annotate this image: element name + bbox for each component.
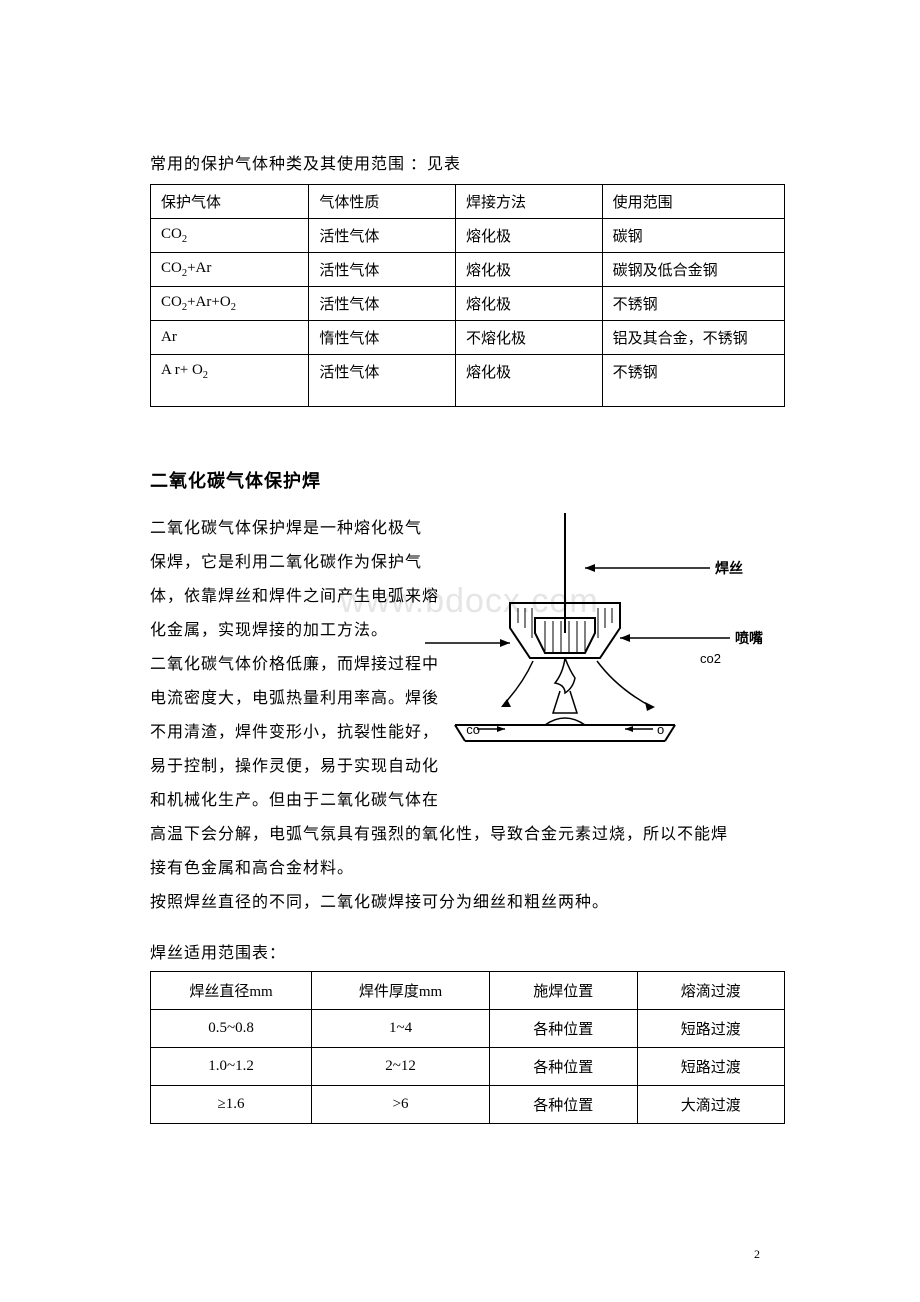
page-number: 2 [754,1247,760,1262]
table-cell: 不锈钢 [602,287,784,321]
table-cell: 2~12 [312,1048,490,1086]
table-row: A r+ O2 活性气体 熔化极 不锈钢 [151,355,785,407]
table-cell: Ar [151,321,309,355]
table-cell: 短路过渡 [637,1048,784,1086]
table-cell: 活性气体 [309,219,456,253]
table-header-cell: 保护气体 [151,185,309,219]
table-cell: 不熔化极 [455,321,602,355]
table-row: CO2 活性气体 熔化极 碳钢 [151,219,785,253]
table-header-cell: 气体性质 [309,185,456,219]
table-cell: 0.5~0.8 [151,1010,312,1048]
table-cell: 1~4 [312,1010,490,1048]
table-cell: CO2 [151,219,309,253]
wire-table: 焊丝直径mm 焊件厚度mm 施焊位置 熔滴过渡 0.5~0.8 1~4 各种位置… [150,971,785,1124]
paragraph-line: 和机械化生产。但由于二氧化碳气体在 [150,785,780,817]
diagram-label-o: o [657,722,664,737]
table-cell: 熔化极 [455,355,602,407]
table-cell: ≥1.6 [151,1086,312,1124]
table-cell: 各种位置 [490,1086,637,1124]
welding-diagram: 焊丝 [425,513,785,763]
table-header-cell: 使用范围 [602,185,784,219]
table-cell: 1.0~1.2 [151,1048,312,1086]
table-cell: 各种位置 [490,1010,637,1048]
table-header-cell: 焊接方法 [455,185,602,219]
table-row: 1.0~1.2 2~12 各种位置 短路过渡 [151,1048,785,1086]
table-cell: 熔化极 [455,219,602,253]
table-cell: 各种位置 [490,1048,637,1086]
paragraph-line: 高温下会分解，电弧气氛具有强烈的氧化性，导致合金元素过烧，所以不能焊 [150,819,780,851]
table-cell: CO2+Ar [151,253,309,287]
table-cell: 惰性气体 [309,321,456,355]
table-header-row: 焊丝直径mm 焊件厚度mm 施焊位置 熔滴过渡 [151,972,785,1010]
table2-intro: 焊丝适用范围表： [150,939,780,963]
table-cell: 活性气体 [309,355,456,407]
section-title: 二氧化碳气体保护焊 [150,467,780,493]
intro-text: 常用的保护气体种类及其使用范围 ：见表 [150,150,780,174]
table-row: 0.5~0.8 1~4 各种位置 短路过渡 [151,1010,785,1048]
diagram-label-wire: 焊丝 [715,560,743,577]
table-cell: 碳钢及低合金钢 [602,253,784,287]
table-cell: 铝及其合金，不锈钢 [602,321,784,355]
diagram-label-nozzle: 喷嘴 [735,630,763,647]
table-row: CO2+Ar 活性气体 熔化极 碳钢及低合金钢 [151,253,785,287]
table-cell: 碳钢 [602,219,784,253]
gas-table: 保护气体 气体性质 焊接方法 使用范围 CO2 活性气体 熔化极 碳钢 CO2+… [150,184,785,407]
diagram-label-co: co [466,722,480,737]
table-cell: >6 [312,1086,490,1124]
table-cell: 大滴过渡 [637,1086,784,1124]
table-cell: 活性气体 [309,287,456,321]
table-header-cell: 焊件厚度mm [312,972,490,1010]
table-header-cell: 熔滴过渡 [637,972,784,1010]
table-cell: 熔化极 [455,287,602,321]
paragraph-line: 接有色金属和高合金材料。 [150,853,780,885]
table-header-row: 保护气体 气体性质 焊接方法 使用范围 [151,185,785,219]
table-header-cell: 施焊位置 [490,972,637,1010]
table-cell: 熔化极 [455,253,602,287]
diagram-label-co2: co2 [700,651,721,666]
table-row: ≥1.6 >6 各种位置 大滴过渡 [151,1086,785,1124]
paragraph-line: 按照焊丝直径的不同，二氧化碳焊接可分为细丝和粗丝两种。 [150,887,780,919]
table-row: Ar 惰性气体 不熔化极 铝及其合金，不锈钢 [151,321,785,355]
table-cell: A r+ O2 [151,355,309,407]
table-cell: 活性气体 [309,253,456,287]
table-cell: CO2+Ar+O2 [151,287,309,321]
table-cell: 不锈钢 [602,355,784,407]
table-row: CO2+Ar+O2 活性气体 熔化极 不锈钢 [151,287,785,321]
table-cell: 短路过渡 [637,1010,784,1048]
table-header-cell: 焊丝直径mm [151,972,312,1010]
